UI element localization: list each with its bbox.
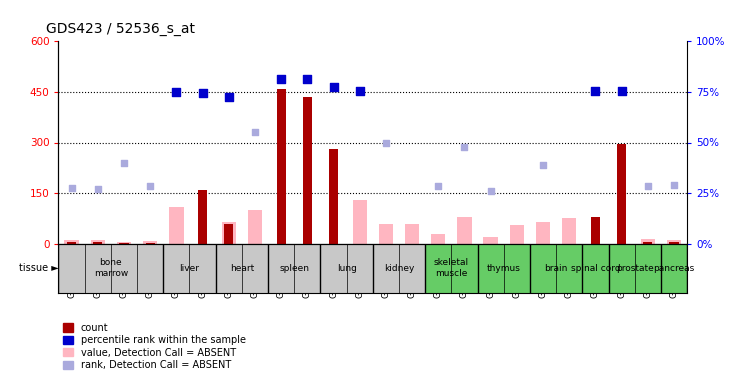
Text: GDS423 / 52536_s_at: GDS423 / 52536_s_at [46, 22, 195, 36]
Bar [67, 242, 76, 244]
Text: kidney: kidney [384, 264, 414, 273]
Text: heart: heart [230, 264, 254, 273]
Bar [379, 224, 393, 244]
Text: pancreas: pancreas [654, 264, 694, 273]
Text: prostate: prostate [616, 264, 654, 273]
Bar [373, 244, 425, 292]
Bar [303, 97, 312, 244]
Point [276, 76, 287, 82]
Bar [591, 217, 600, 244]
Point [118, 160, 130, 166]
Point [537, 162, 549, 168]
Bar [320, 244, 373, 292]
Point [354, 88, 366, 94]
Point [458, 144, 470, 150]
Text: spleen: spleen [279, 264, 309, 273]
Bar [483, 237, 498, 244]
Point [327, 84, 339, 90]
Bar [661, 244, 687, 292]
Bar [276, 88, 286, 244]
Bar [93, 242, 102, 244]
Point [197, 90, 208, 96]
Point [380, 140, 392, 146]
Bar [143, 241, 157, 244]
Bar [431, 234, 445, 244]
Point [616, 88, 627, 94]
Point [642, 183, 654, 189]
Text: spinal cord: spinal cord [571, 264, 621, 273]
Bar [617, 144, 626, 244]
Point [223, 94, 235, 100]
Bar [640, 239, 655, 244]
Bar [670, 242, 678, 244]
Point [301, 76, 313, 82]
Legend: count, percentile rank within the sample, value, Detection Call = ABSENT, rank, : count, percentile rank within the sample… [64, 323, 246, 370]
Bar [583, 244, 608, 292]
Text: tissue ►: tissue ► [19, 263, 58, 273]
Bar [536, 222, 550, 244]
Bar [425, 244, 477, 292]
Text: liver: liver [179, 264, 200, 273]
Bar [216, 244, 268, 292]
Bar [329, 149, 338, 244]
Bar [667, 240, 681, 244]
Bar [530, 244, 583, 292]
Bar [198, 190, 207, 244]
Point [668, 182, 680, 188]
Text: thymus: thymus [487, 264, 520, 273]
Bar [58, 244, 163, 292]
Bar [248, 210, 262, 244]
Text: lung: lung [337, 264, 357, 273]
Point [170, 89, 182, 95]
Bar [268, 244, 320, 292]
Point [433, 183, 444, 189]
Point [590, 88, 602, 94]
Bar [117, 242, 131, 244]
Bar [64, 240, 79, 244]
Bar [91, 240, 105, 244]
Text: brain: brain [545, 264, 568, 273]
Text: skeletal
muscle: skeletal muscle [433, 258, 469, 278]
Point [485, 188, 496, 194]
Bar [221, 222, 236, 244]
Bar [163, 244, 216, 292]
Bar [562, 218, 577, 244]
Bar [119, 243, 129, 244]
Point [249, 129, 261, 135]
Text: bone
marrow: bone marrow [94, 258, 128, 278]
Point [92, 186, 104, 192]
Bar [352, 200, 367, 244]
Bar [477, 244, 530, 292]
Bar [608, 244, 661, 292]
Point [144, 183, 156, 189]
Bar [405, 224, 420, 244]
Bar [145, 243, 155, 244]
Bar [224, 224, 233, 244]
Bar [510, 225, 524, 244]
Bar [169, 207, 183, 244]
Bar [458, 217, 471, 244]
Point [66, 185, 77, 191]
Bar [643, 242, 653, 244]
